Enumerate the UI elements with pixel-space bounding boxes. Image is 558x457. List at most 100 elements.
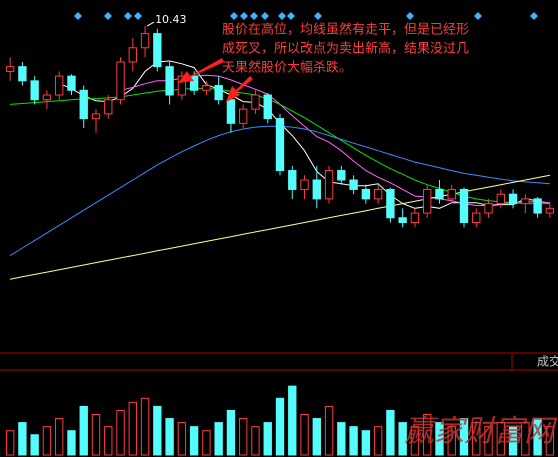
event-marker	[278, 12, 286, 20]
candle-body	[361, 188, 371, 200]
candle-body	[5, 66, 15, 72]
candle-body	[91, 113, 101, 120]
candle-body	[42, 94, 52, 101]
volume-bar	[361, 430, 371, 456]
candle-body	[373, 188, 383, 200]
candle-body	[263, 94, 272, 120]
candle-body	[79, 89, 88, 120]
candle-body	[140, 33, 150, 49]
candle-body	[496, 193, 505, 205]
candle-body	[533, 198, 542, 214]
candle-body	[104, 99, 113, 115]
volume-bar	[410, 426, 420, 456]
event-marker	[474, 12, 482, 20]
candle-body	[177, 75, 187, 96]
volume-bar	[79, 405, 88, 456]
candle-body	[435, 188, 444, 200]
event-marker	[74, 12, 82, 20]
volume-bar	[251, 426, 260, 456]
candle-body	[545, 207, 555, 214]
volume-bar	[153, 405, 162, 456]
candle-body	[398, 217, 407, 223]
candle-body	[508, 193, 518, 205]
candle-body	[116, 61, 125, 101]
event-marker	[314, 12, 322, 20]
candle-body	[521, 198, 530, 205]
candle-body	[423, 188, 432, 214]
candle-body	[459, 188, 469, 223]
candle-body	[386, 188, 395, 219]
candle-body	[55, 75, 64, 96]
event-marker	[406, 12, 414, 20]
volume-bar	[435, 422, 444, 456]
event-marker	[230, 12, 238, 20]
event-marker	[287, 12, 295, 20]
candle-body	[153, 33, 162, 68]
candle-body	[288, 170, 297, 190]
volume-bar	[312, 418, 321, 456]
volume-bar	[484, 426, 493, 456]
plot: 10.43	[5, 12, 555, 456]
volume-bar	[300, 414, 309, 456]
event-marker	[134, 12, 142, 20]
volume-bar	[67, 430, 76, 456]
volume-bar	[459, 418, 469, 456]
volume-bar	[116, 409, 125, 456]
volume-bar	[104, 426, 113, 456]
candle-body	[484, 203, 493, 214]
candle-body	[214, 85, 223, 101]
high-pointer	[146, 21, 155, 27]
arrow	[226, 76, 253, 102]
volume-bar	[30, 434, 39, 456]
candle-body	[202, 85, 211, 91]
volume-bar	[239, 418, 248, 456]
event-marker	[530, 12, 538, 20]
volume-bar	[337, 422, 346, 456]
watermark: 赢家财富网	[404, 414, 558, 449]
event-marker	[104, 12, 112, 20]
volume-bar	[189, 426, 199, 456]
volume-bar	[521, 422, 530, 456]
annotation: 股价在高位，均线虽然有走平，但是已经形	[222, 22, 469, 38]
volume-bar	[165, 418, 174, 456]
volume-bar	[472, 422, 481, 456]
candle-body	[337, 170, 346, 181]
candle-body	[239, 108, 248, 124]
volume-bar	[373, 426, 383, 456]
candle-body	[312, 179, 321, 200]
volume-bar	[214, 422, 223, 456]
volume-bar	[42, 426, 52, 456]
volume-bar	[508, 426, 518, 456]
candle-body	[300, 179, 309, 190]
volume-bar	[263, 422, 272, 456]
volume-label: 成交	[537, 354, 558, 369]
arrow	[178, 58, 224, 83]
volume-bar	[177, 422, 187, 456]
candle-body	[189, 75, 199, 91]
volume-bar	[91, 414, 101, 456]
volume-bar	[288, 385, 297, 456]
volume-bar	[496, 422, 505, 456]
candle-body	[275, 118, 285, 172]
candle-body	[165, 66, 174, 96]
volume-bar	[18, 422, 27, 456]
event-marker	[250, 12, 258, 20]
event-marker	[124, 12, 132, 20]
volume-bar	[128, 401, 137, 456]
volume-bar	[275, 397, 285, 456]
event-marker	[261, 12, 269, 20]
candle-body	[67, 75, 76, 91]
volume-bar	[423, 414, 432, 456]
volume-bar	[398, 422, 407, 456]
candle-body	[226, 99, 236, 124]
volume-bar	[533, 418, 542, 456]
annotation: 成死叉，所以改点为卖出新高，结果没过几	[222, 41, 469, 57]
volume-bar	[386, 409, 395, 456]
candle-body	[30, 80, 39, 101]
volume-bar	[324, 405, 334, 456]
candle-body	[324, 170, 334, 200]
candle-body	[410, 212, 420, 224]
volume-bar	[140, 397, 150, 456]
